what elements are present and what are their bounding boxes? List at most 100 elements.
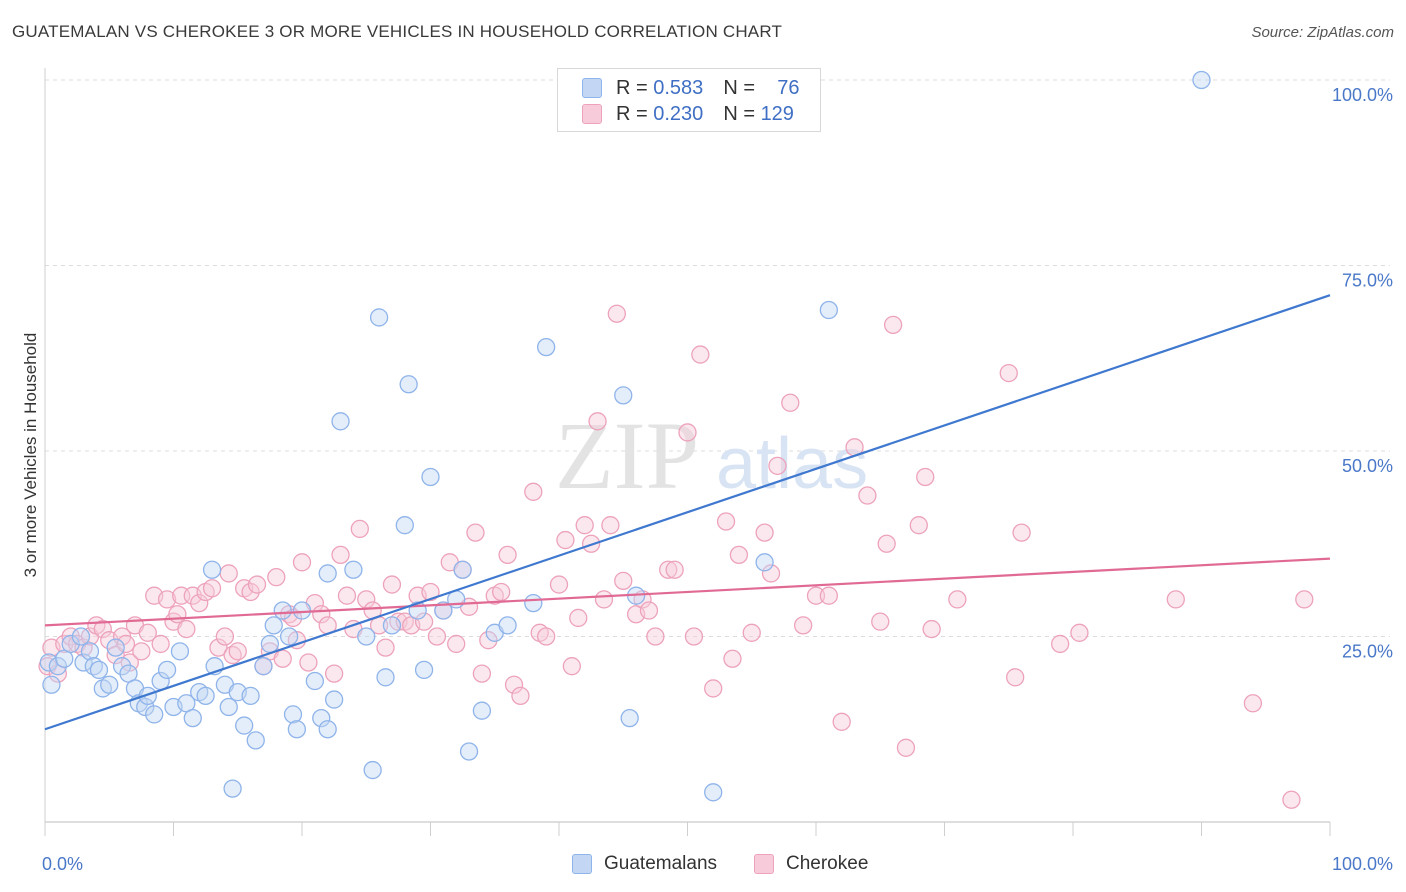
guatemalan-point — [318, 720, 337, 739]
axes — [44, 68, 1331, 836]
cherokee-point — [337, 586, 357, 605]
guatemalan-point — [472, 701, 492, 720]
guatemalan-point — [39, 653, 59, 672]
guatemalan-point — [235, 716, 254, 735]
legend-swatch-blue — [572, 854, 592, 874]
n-value: 129 — [760, 102, 794, 125]
cherokee-point — [414, 612, 434, 631]
cherokee-point — [1006, 668, 1025, 687]
guatemalan-point — [279, 627, 299, 646]
y-axis-label: 3 or more Vehicles in Household — [21, 333, 40, 578]
guatemalan-point — [395, 516, 414, 535]
legend-swatch-pink — [754, 854, 774, 874]
cherokee-point — [729, 545, 749, 565]
guatemalan-point — [283, 705, 303, 724]
guatemalan-point — [421, 467, 440, 487]
guatemalan-point — [819, 300, 838, 320]
guatemalan-point — [537, 337, 556, 357]
cherokee-point — [755, 523, 774, 542]
cherokee-point — [646, 627, 665, 646]
y-tick-label: 75.0% — [1342, 271, 1393, 291]
guatemalan-point — [498, 616, 517, 635]
cherokee-point — [504, 675, 524, 694]
cherokee-point — [292, 553, 312, 572]
guatemalan-point — [1192, 70, 1211, 90]
y-tick-label: 100.0% — [1332, 85, 1393, 105]
y-tick-label: 25.0% — [1342, 642, 1393, 662]
cherokee-point — [614, 571, 633, 590]
cherokee-point — [575, 516, 594, 535]
cherokee-point — [716, 512, 736, 531]
guatemalan-point — [223, 779, 242, 798]
guatemalan-point — [453, 560, 472, 579]
cherokee-point — [556, 530, 575, 550]
cherokee-point — [492, 582, 511, 602]
legend-swatch-pink — [582, 104, 602, 124]
cherokee-points — [38, 304, 1314, 809]
cherokee-point — [537, 627, 556, 646]
cherokee-point — [498, 545, 517, 565]
cherokee-point — [691, 345, 710, 364]
cherokee-point — [768, 456, 787, 475]
chart-title: GUATEMALAN VS CHEROKEE 3 OR MORE VEHICLE… — [12, 22, 783, 41]
cherokee-point — [466, 523, 485, 542]
cherokee-point — [659, 560, 678, 579]
guatemalan-point — [357, 627, 376, 646]
r-value: 0.583 — [653, 76, 704, 99]
guatemalan-points — [39, 70, 1211, 802]
guatemalan-point — [755, 553, 774, 572]
cherokee-point — [247, 575, 267, 594]
cherokee-point — [267, 567, 286, 587]
guatemalan-point — [48, 657, 67, 676]
watermark-atlas: atlas — [716, 424, 868, 504]
guatemalan-point — [704, 783, 723, 802]
legend-row-cherokee: R = 0.230 N = 129 — [582, 102, 794, 126]
cherokee-point — [909, 516, 928, 535]
cherokee-point — [916, 467, 935, 487]
cherokee-point — [273, 649, 292, 668]
guatemalan-point — [399, 375, 418, 394]
watermark-zip: ZIP — [555, 402, 699, 509]
guatemalan-point — [42, 675, 61, 694]
cherokee-point — [209, 638, 228, 657]
guatemalan-point — [524, 593, 543, 613]
guatemalan-point — [459, 742, 479, 761]
guatemalan-point — [344, 560, 363, 579]
cherokee-point — [877, 534, 896, 553]
cherokee-point — [1012, 523, 1031, 542]
cherokee-point — [601, 516, 620, 535]
cherokee-point — [1282, 790, 1301, 809]
guatemalan-point — [363, 760, 382, 780]
legend-swatch-blue — [582, 78, 602, 98]
cherokee-point — [241, 582, 260, 602]
cherokee-point — [421, 582, 440, 602]
legend-row-guatemalans: R = 0.583 N = 76 — [582, 76, 799, 100]
cherokee-point — [832, 712, 851, 731]
cherokee-point — [116, 634, 136, 654]
guatemalan-point — [89, 660, 109, 680]
guatemalan-point — [292, 601, 312, 620]
legend-label-guatemalans: Guatemalans — [604, 853, 718, 874]
guatemalan-point — [414, 660, 434, 680]
r-value: 0.230 — [653, 102, 704, 125]
cherokee-point — [665, 560, 684, 579]
cherokee-point — [479, 631, 498, 650]
cherokee-point — [1051, 634, 1070, 654]
guatemalan-point — [170, 642, 190, 661]
cherokee-point — [1166, 590, 1185, 609]
guatemalan-point — [202, 560, 222, 579]
cherokee-point — [190, 593, 209, 613]
guatemalan-point — [145, 705, 164, 724]
guatemalan-point — [260, 634, 280, 654]
cherokee-point — [858, 486, 877, 505]
legend-label-cherokee: Cherokee — [786, 853, 869, 874]
guatemalan-point — [305, 671, 325, 691]
cherokee-point — [177, 619, 196, 639]
cherokee-point — [376, 638, 395, 657]
guatemalan-point — [100, 675, 119, 694]
cherokee-point — [948, 590, 967, 609]
guatemalan-point — [376, 668, 395, 687]
grid-lines — [45, 79, 1390, 637]
cherokee-point — [588, 412, 607, 431]
